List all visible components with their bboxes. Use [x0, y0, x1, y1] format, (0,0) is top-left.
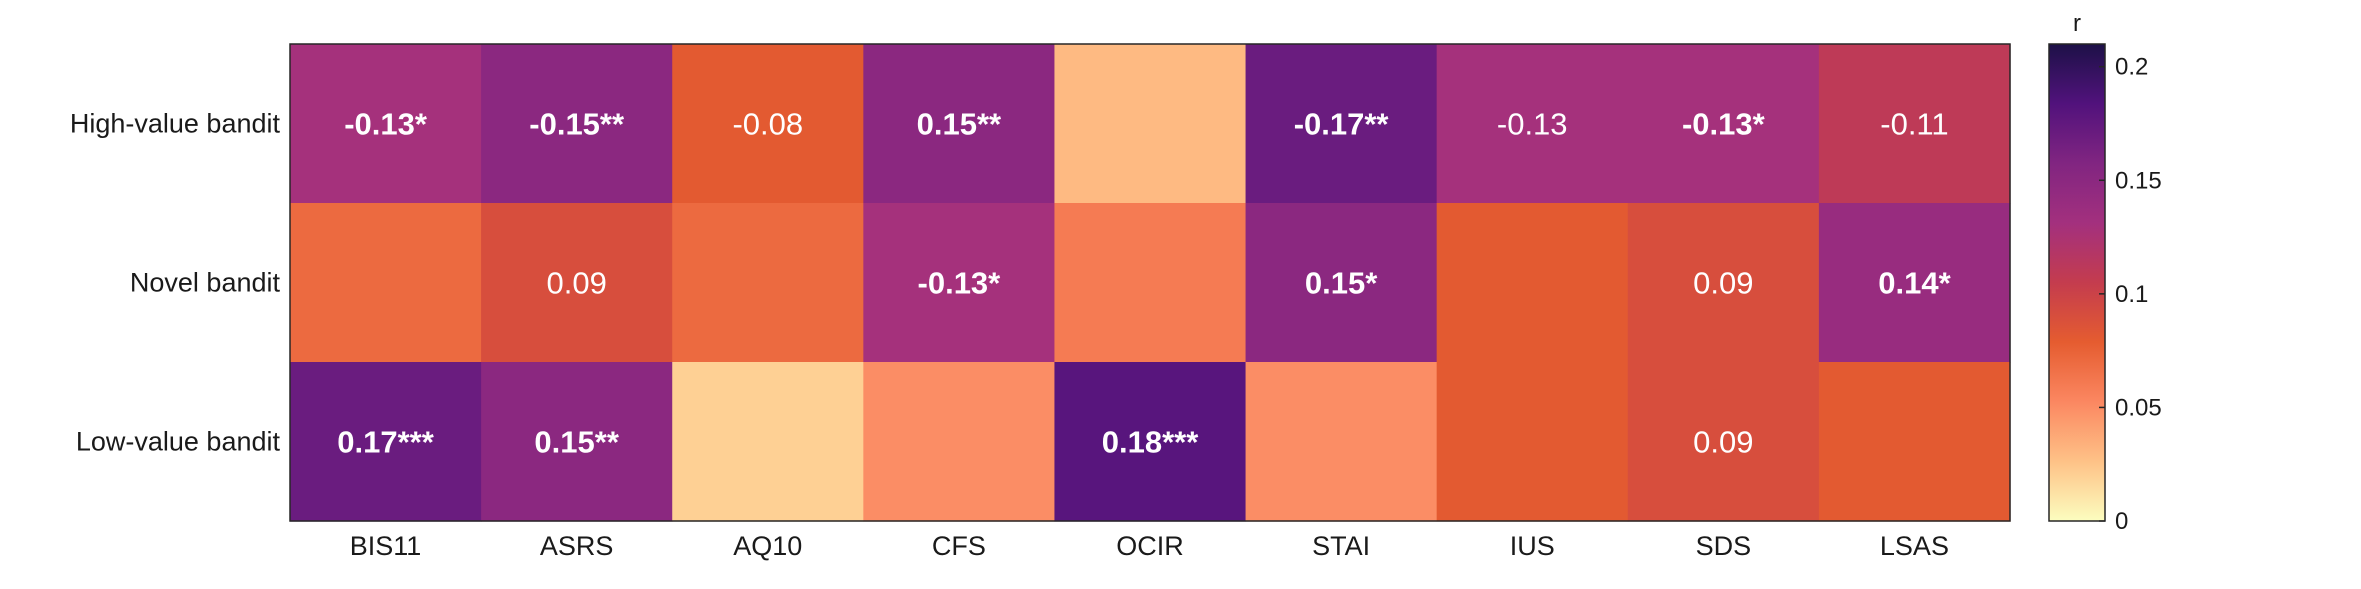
- colorbar-tick-label: 0.05: [2115, 394, 2162, 421]
- colorbar-tick-label: 0.15: [2115, 167, 2162, 194]
- plot-frame: [289, 43, 2011, 522]
- cell-value-label: -0.08: [732, 107, 803, 142]
- column-label: BIS11: [350, 531, 422, 561]
- column-label: LSAS: [1880, 531, 1949, 561]
- colorbar: [2048, 43, 2106, 522]
- heatmap-cell: [1436, 44, 1629, 204]
- column-label: SDS: [1696, 531, 1752, 561]
- heatmap-cell: [290, 203, 482, 363]
- heatmap-cell: [290, 44, 482, 204]
- column-label: STAI: [1312, 531, 1370, 561]
- cell-value-label: -0.17**: [1294, 107, 1390, 142]
- heatmap-cell: [1818, 362, 2011, 522]
- cell-value-label: -0.13*: [344, 107, 428, 142]
- heatmap-cell: [1436, 203, 1629, 363]
- heatmap-cell: [290, 362, 482, 522]
- colorbar-tick-label: 0.1: [2115, 281, 2148, 308]
- heatmap-cell: [672, 44, 864, 204]
- heatmap-cell: [1627, 203, 1820, 363]
- heatmap-cell: [672, 362, 864, 522]
- heatmap-cell: [1245, 44, 1438, 204]
- heatmap-cell: [1436, 362, 1629, 522]
- cell-value-label: 0.15*: [1305, 266, 1378, 301]
- cell-value-label: -0.13*: [1682, 107, 1766, 142]
- cell-value-label: 0.18***: [1102, 425, 1199, 460]
- cell-value-label: -0.13*: [918, 266, 1002, 301]
- cell-value-label: -0.15**: [529, 107, 625, 142]
- cell-value-label: 0.17***: [337, 425, 434, 460]
- column-label: AQ10: [733, 531, 802, 561]
- row-label: Novel bandit: [130, 268, 281, 298]
- column-label: CFS: [932, 531, 986, 561]
- heatmap-cell: [1054, 44, 1247, 204]
- row-labels: High-value bandit Novel bandit Low-value b…: [70, 109, 281, 457]
- heatmap-cell: [1245, 362, 1438, 522]
- heatmap-cell: [1054, 362, 1247, 522]
- heatmap-cell: [1245, 203, 1438, 363]
- heatmap-cell: [1627, 362, 1820, 522]
- colorbar-ticks: 0 0.05 0.1 0.15 0.2: [2099, 54, 2162, 535]
- column-label: ASRS: [540, 531, 614, 561]
- heatmap-cell: [1818, 203, 2011, 363]
- heatmap-cell: [863, 203, 1056, 363]
- colorbar-title: r: [2073, 10, 2081, 37]
- heatmap-cell: [1627, 44, 1820, 204]
- column-labels: BIS11 ASRS AQ10 CFS OCIR STAI IUS SDS LSAS: [350, 531, 1949, 561]
- column-label: IUS: [1510, 531, 1555, 561]
- heatmap-cell: [481, 362, 673, 522]
- heatmap-cell-labels: -0.13* -0.15** -0.08 0.15** -0.17** -0.13 -0.1…: [337, 107, 1951, 460]
- colorbar-tick-label: 0.2: [2115, 54, 2148, 81]
- heatmap-cell: [481, 203, 673, 363]
- cell-value-label: 0.15**: [534, 425, 619, 460]
- cell-value-label: -0.11: [1880, 107, 1948, 142]
- heatmap-cell: [481, 44, 673, 204]
- heatmap-cell: [1818, 44, 2011, 204]
- row-label: High-value bandit: [70, 109, 281, 139]
- heatmap-cell: [863, 362, 1056, 522]
- cell-value-label: 0.15**: [917, 107, 1002, 142]
- heatmap-cell: [863, 44, 1056, 204]
- heatmap-cell: [1054, 203, 1247, 363]
- colorbar-tick-label: 0: [2115, 508, 2128, 535]
- heatmap-cell: [672, 203, 864, 363]
- cell-value-label: 0.09: [1693, 266, 1753, 301]
- heatmap-cells: [290, 44, 2011, 522]
- cell-value-label: 0.09: [546, 266, 606, 301]
- row-label: Low-value bandit: [76, 427, 281, 457]
- cell-value-label: -0.13: [1497, 107, 1568, 142]
- cell-value-label: 0.14*: [1878, 266, 1951, 301]
- column-label: OCIR: [1116, 531, 1184, 561]
- cell-value-label: 0.09: [1693, 425, 1753, 460]
